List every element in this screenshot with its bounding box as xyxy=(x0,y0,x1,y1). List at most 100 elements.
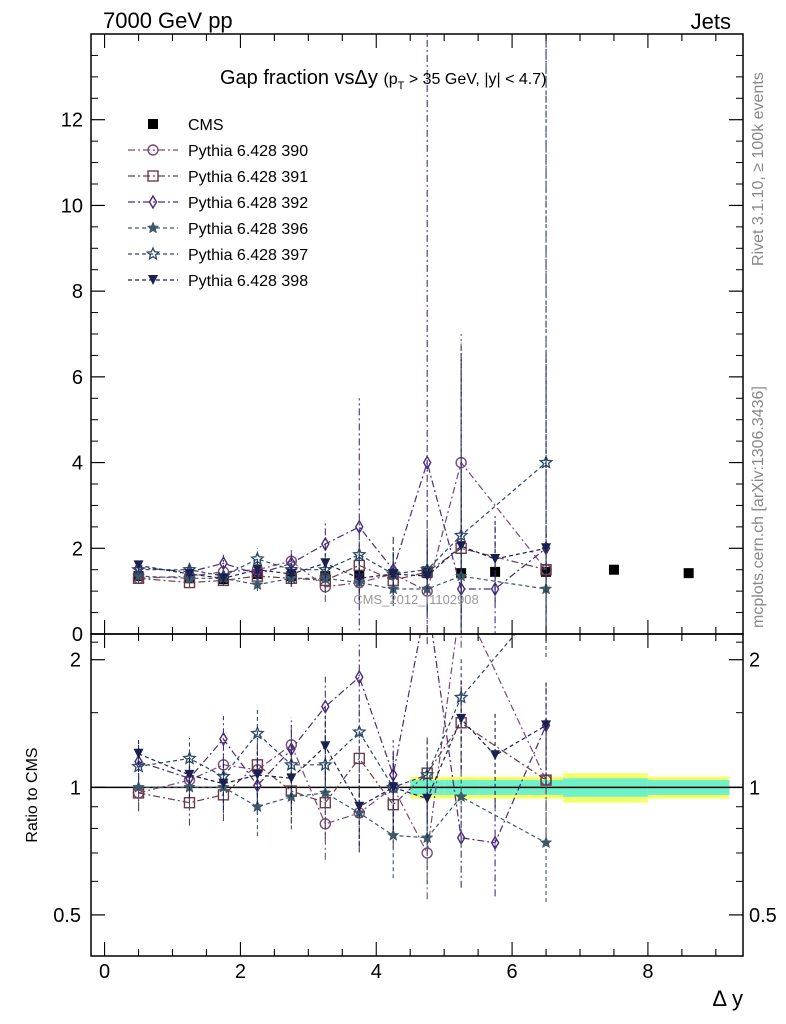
legend-marker-pythia-6-428-398 xyxy=(148,275,158,285)
x-axis-label: Δ y xyxy=(712,986,743,1011)
legend-label-pythia-6-428-396: Pythia 6.428 396 xyxy=(188,221,308,238)
data-point-pythia-6-428-392 xyxy=(490,581,500,597)
legend: CMS Pythia 6.428 390 Pythia 6.428 391 Pythi… xyxy=(128,117,308,290)
series-line-pythia-6-428-398 xyxy=(138,545,547,579)
main-y-tick-label: 10 xyxy=(61,195,83,217)
data-point-pythia-6-428-398 xyxy=(252,564,263,575)
ratio-point-pythia-6-428-392 xyxy=(321,699,330,715)
ratio-point-pythia-6-428-398 xyxy=(320,741,331,752)
data-point-cms xyxy=(683,568,694,579)
series-line-pythia-6-428-397 xyxy=(138,462,547,577)
ratio-point-pythia-6-428-396 xyxy=(454,790,468,803)
legend-label-pythia-6-428-398: Pythia 6.428 398 xyxy=(188,273,308,290)
ratio-point-pythia-6-428-396 xyxy=(539,836,553,849)
ratio-point-pythia-6-428-398 xyxy=(133,748,144,759)
x-tick-label: 6 xyxy=(507,961,518,983)
process-label: Jets xyxy=(691,9,731,34)
ratio-y-tick-label-right: 2 xyxy=(749,650,760,672)
x-tick-label: 2 xyxy=(235,961,246,983)
ratio-point-pythia-6-428-398 xyxy=(286,773,297,784)
ratio-point-pythia-6-428-398 xyxy=(490,750,501,761)
series-line-pythia-6-428-390 xyxy=(138,461,547,592)
x-tick-label: 8 xyxy=(642,961,653,983)
data-point-pythia-6-428-398 xyxy=(354,573,365,584)
ratio-y-tick-label: 1 xyxy=(70,777,81,799)
data-point-pythia-6-428-396 xyxy=(251,578,264,591)
ratio-point-pythia-6-428-398 xyxy=(184,769,195,780)
legend-marker-pythia-6-428-397 xyxy=(145,246,161,261)
legend-label-pythia-6-428-390: Pythia 6.428 390 xyxy=(188,143,308,160)
ratio-line-pythia-6-428-396 xyxy=(138,786,547,844)
ratio-y-tick-label: 2 xyxy=(70,650,81,672)
ratio-y-tick-label-right: 0.5 xyxy=(749,905,777,927)
data-point-pythia-6-428-398 xyxy=(490,554,501,564)
ratio-point-pythia-6-428-396 xyxy=(251,800,264,813)
ratio-point-pythia-6-428-392 xyxy=(490,835,500,851)
ratio-point-pythia-6-428-398 xyxy=(354,801,365,812)
ratio-point-pythia-6-428-397 xyxy=(250,725,265,740)
data-point-pythia-6-428-398 xyxy=(388,569,399,579)
main-y-tick-label: 0 xyxy=(72,624,83,646)
main-y-tick-label: 2 xyxy=(72,538,83,560)
data-point-pythia-6-428-397 xyxy=(317,562,333,576)
ratio-point-pythia-6-428-397 xyxy=(419,767,435,782)
data-point-pythia-6-428-392 xyxy=(354,519,364,535)
data-point-pythia-6-428-398 xyxy=(286,569,297,579)
data-point-pythia-6-428-398 xyxy=(320,558,331,569)
data-point-pythia-6-428-398 xyxy=(422,571,433,582)
ratio-point-pythia-6-428-392 xyxy=(354,669,364,685)
ratio-point-pythia-6-428-398 xyxy=(541,720,552,731)
legend-marker-pythia-6-428-392 xyxy=(148,194,158,210)
data-point-pythia-6-428-398 xyxy=(133,560,144,571)
ratio-point-pythia-6-428-396 xyxy=(386,828,400,841)
data-point-pythia-6-428-398 xyxy=(541,543,552,554)
series-line-pythia-6-428-391 xyxy=(138,547,547,584)
energy-label: 7000 GeV pp xyxy=(103,8,233,33)
data-point-pythia-6-428-397 xyxy=(453,527,469,542)
data-point-pythia-6-428-398 xyxy=(184,569,195,579)
data-point-pythia-6-428-397 xyxy=(131,561,146,577)
ratio-y-tick-label: 0.5 xyxy=(53,905,81,927)
legend-label-pythia-6-428-397: Pythia 6.428 397 xyxy=(188,247,308,264)
legend-label-pythia-6-428-391: Pythia 6.428 391 xyxy=(188,169,308,186)
ratio-point-pythia-6-428-398 xyxy=(218,778,229,789)
mcplots-label: mcplots.cern.ch [arXiv:1306.3436] xyxy=(750,386,767,628)
rivet-version-label: Rivet 3.1.10, ≥ 100k events xyxy=(750,72,767,266)
plot-title: Gap fraction vsΔy (pT > 35 GeV, |y| < 4.… xyxy=(220,67,546,92)
ratio-point-pythia-6-428-397 xyxy=(351,724,367,739)
ratio-point-pythia-6-428-398 xyxy=(252,769,263,780)
legend-marker-cms xyxy=(148,119,158,129)
data-point-cms xyxy=(608,564,619,575)
ratio-point-pythia-6-428-396 xyxy=(132,780,145,793)
ratio-series-lines xyxy=(131,634,553,902)
ratio-point-pythia-6-428-397 xyxy=(453,689,469,704)
main-series-lines xyxy=(131,34,694,634)
legend-marker-pythia-6-428-396 xyxy=(146,221,160,234)
ratio-plot-frame xyxy=(90,633,744,957)
main-y-tick-label: 8 xyxy=(72,281,83,303)
series-line-pythia-6-428-392 xyxy=(138,460,547,590)
main-y-tick-label: 4 xyxy=(72,453,83,475)
series-line-pythia-6-428-396 xyxy=(138,575,547,590)
legend-label-cms: CMS xyxy=(188,117,224,134)
ratio-line-pythia-6-428-392 xyxy=(138,634,547,844)
ratio-point-pythia-6-428-398 xyxy=(422,793,433,804)
main-y-tick-label: 12 xyxy=(61,110,83,132)
legend-label-pythia-6-428-392: Pythia 6.428 392 xyxy=(188,195,308,212)
ratio-y-axis-label: Ratio to CMS xyxy=(24,747,41,842)
legend-marker-pythia-6-428-390 xyxy=(147,144,159,156)
ratio-line-pythia-6-428-390 xyxy=(138,634,547,855)
ratio-point-pythia-6-428-398 xyxy=(456,713,467,724)
analysis-watermark: CMS_2012_I1102908 xyxy=(353,592,479,607)
legend-marker-pythia-6-428-391 xyxy=(147,170,159,182)
x-tick-label: 0 xyxy=(99,961,110,983)
ratio-y-tick-label-right: 1 xyxy=(749,777,760,799)
data-point-pythia-6-428-392 xyxy=(422,455,432,470)
data-point-pythia-6-428-398 xyxy=(456,541,467,552)
data-point-pythia-6-428-398 xyxy=(218,573,229,584)
main-y-tick-label: 6 xyxy=(72,367,83,389)
x-tick-label: 4 xyxy=(371,961,382,983)
ratio-point-pythia-6-428-392 xyxy=(219,731,228,747)
